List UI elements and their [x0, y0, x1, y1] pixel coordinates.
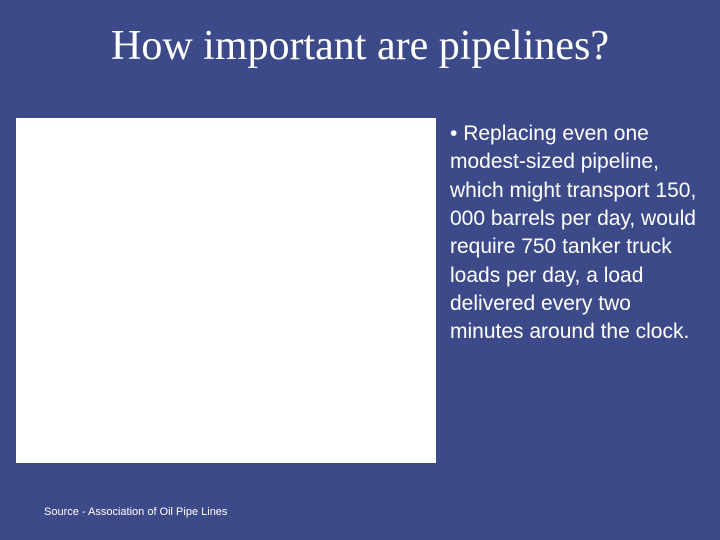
- body-text: • Replacing even one modest-sized pipeli…: [450, 120, 700, 347]
- bullet-prefix: •: [450, 122, 463, 145]
- source-citation: Source - Association of Oil Pipe Lines: [44, 506, 227, 518]
- image-placeholder: [16, 118, 436, 463]
- slide-title: How important are pipelines?: [0, 0, 720, 70]
- body-content: Replacing even one modest-sized pipeline…: [450, 122, 696, 343]
